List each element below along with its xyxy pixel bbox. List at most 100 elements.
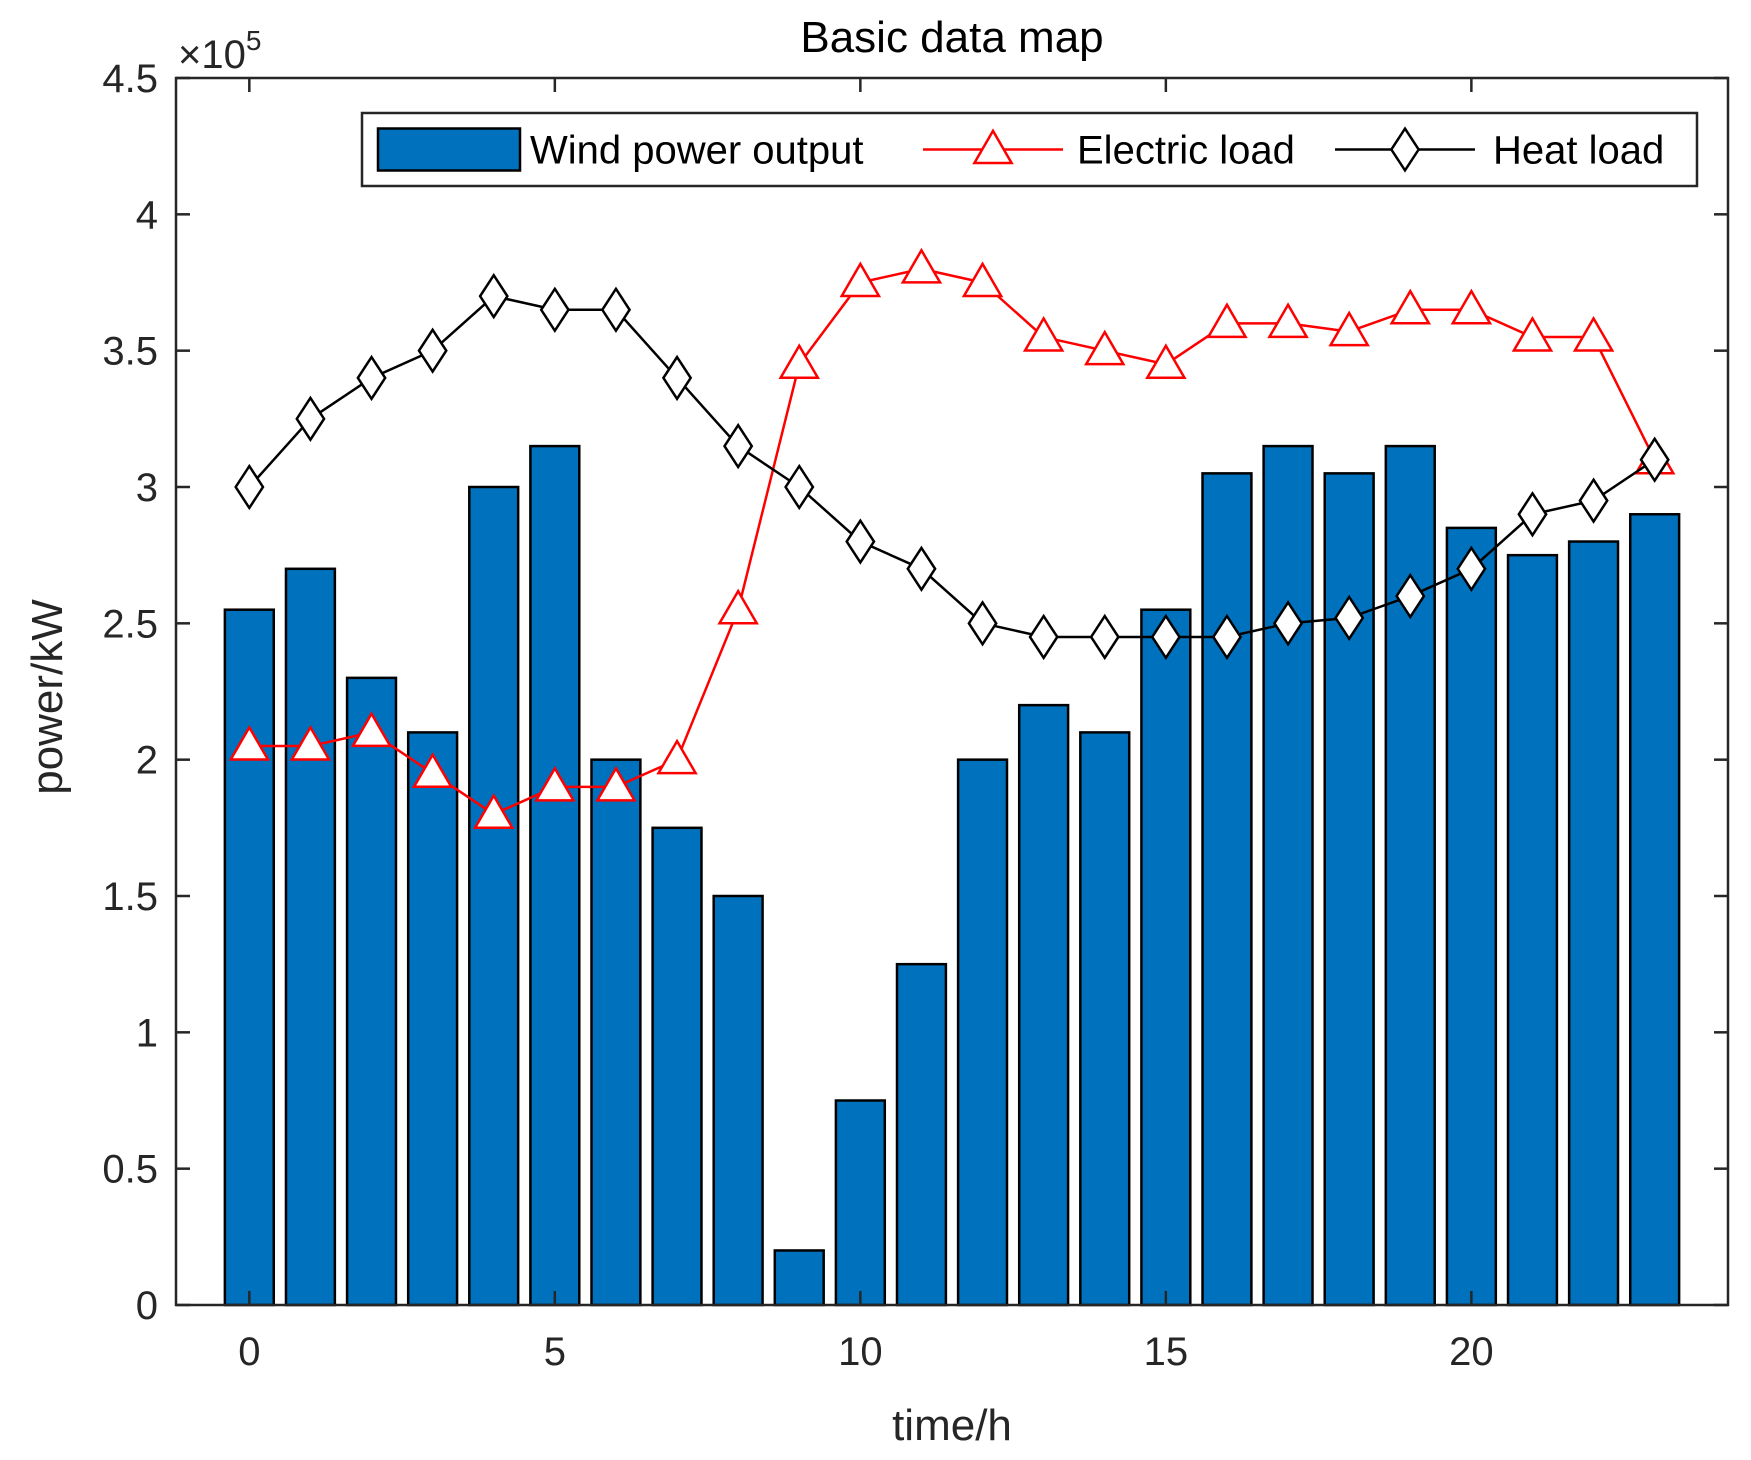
marker-electric-load-14: [1083, 329, 1126, 366]
bar-wind-power-16: [1201, 472, 1253, 1307]
marker-heat-load-23: [1639, 436, 1670, 483]
marker-electric-load-6: [595, 765, 637, 802]
y-tick-label-8: 4: [136, 193, 158, 237]
y-multiplier-base: ×10: [178, 33, 246, 77]
text-layer: Basic data map time/h power/kW ×105 0 5 10…: [23, 13, 1494, 1450]
marker-heat-load-9: [784, 463, 815, 511]
bar-wind-power-4: [468, 485, 520, 1307]
y-tick-label-2: 1: [136, 1011, 158, 1055]
bar-wind-power-17: [1262, 444, 1314, 1307]
bar-wind-power-20: [1445, 526, 1498, 1307]
y-tick-label-9: 4.5: [102, 57, 158, 101]
marker-heat-load-16: [1211, 613, 1243, 661]
marker-heat-load-8: [723, 422, 754, 470]
marker-electric-load-17: [1267, 302, 1309, 339]
y-tick-label-0: 0: [136, 1284, 158, 1328]
legend: Wind power output Electric load Heat load: [360, 111, 1699, 188]
marker-electric-load-16: [1206, 302, 1248, 339]
marker-electric-load-7: [656, 738, 698, 775]
y-tick-label-1: 0.5: [102, 1148, 158, 1192]
plot-frame: [174, 76, 1730, 1307]
y-axis-multiplier: ×105: [178, 25, 261, 77]
bar-wind-power-23: [1628, 513, 1681, 1307]
bar-wind-power-22: [1567, 540, 1620, 1307]
marker-heat-load-3: [417, 327, 448, 374]
marker-electric-load-10: [839, 261, 882, 298]
lines-layer: [228, 247, 1676, 829]
legend-marker-heat-load: [1389, 126, 1421, 173]
y-tick-label-3: 1.5: [102, 875, 158, 919]
y-tick-label-6: 3: [136, 466, 158, 510]
x-tick-label-0: 0: [238, 1330, 260, 1374]
bar-wind-power-2: [345, 676, 398, 1307]
marker-heat-load-17: [1272, 600, 1304, 647]
marker-heat-load-20: [1456, 545, 1487, 592]
bar-wind-power-7: [651, 826, 703, 1307]
bar-wind-power-8: [712, 894, 764, 1307]
bar-wind-power-0: [223, 608, 276, 1307]
marker-electric-load-5: [534, 765, 576, 802]
marker-heat-load-19: [1395, 572, 1426, 620]
marker-electric-load-9: [778, 343, 821, 380]
bar-wind-power-6: [590, 758, 642, 1307]
marker-electric-load-20: [1450, 288, 1493, 325]
marker-heat-load-11: [906, 545, 937, 592]
x-tick-label-10: 10: [838, 1330, 883, 1374]
marker-electric-load-18: [1328, 310, 1370, 347]
marker-heat-load-6: [600, 286, 632, 333]
x-axis-title: time/h: [892, 1401, 1012, 1450]
marker-heat-load-21: [1517, 491, 1548, 538]
bar-wind-power-5: [529, 444, 581, 1307]
bar-wind-power-1: [284, 567, 337, 1307]
bar-wind-power-9: [773, 1249, 825, 1307]
marker-heat-load-1: [295, 395, 326, 443]
bars-layer: [223, 444, 1681, 1307]
marker-electric-load-13: [1022, 315, 1065, 352]
bar-wind-power-13: [1017, 703, 1070, 1307]
legend-label-electric-load: Electric load: [1077, 129, 1295, 173]
marker-electric-load-2: [350, 711, 393, 748]
y-tick-label-4: 2: [136, 739, 158, 783]
marker-electric-load-19: [1389, 288, 1432, 325]
y-tick-label-5: 2.5: [102, 602, 158, 646]
marker-heat-load-18: [1334, 594, 1365, 642]
marker-electric-load-21: [1511, 315, 1554, 352]
bar-wind-power-21: [1506, 553, 1559, 1307]
marker-heat-load-2: [356, 354, 387, 402]
marker-electric-load-15: [1145, 343, 1187, 380]
marker-heat-load-4: [478, 272, 509, 320]
bar-wind-power-12: [956, 758, 1009, 1307]
x-tick-label-15: 15: [1144, 1330, 1189, 1374]
marker-electric-load-0: [228, 724, 271, 761]
legend-label-heat-load: Heat load: [1493, 129, 1664, 173]
y-axis-title: power/kW: [23, 599, 72, 795]
legend-marker-electric-load: [972, 128, 1014, 165]
marker-electric-load-3: [411, 752, 454, 789]
axes-layer: [174, 76, 1730, 1307]
bar-wind-power-3: [406, 731, 459, 1307]
bar-wind-power-15: [1140, 608, 1192, 1307]
marker-heat-load-22: [1578, 477, 1609, 524]
marker-heat-load-10: [845, 518, 876, 565]
legend-label-wind-power-output: Wind power output: [530, 129, 864, 173]
y-tick-label-7: 3.5: [102, 330, 158, 374]
marker-heat-load-0: [234, 463, 265, 511]
marker-heat-load-15: [1150, 613, 1181, 661]
marker-electric-load-8: [717, 588, 759, 625]
marker-heat-load-7: [661, 354, 693, 402]
bar-wind-power-14: [1079, 731, 1131, 1307]
legend-swatch-wind-power-output: [376, 127, 522, 172]
marker-heat-load-5: [539, 286, 570, 333]
marker-electric-load-22: [1572, 315, 1615, 352]
marker-electric-load-4: [472, 793, 515, 829]
chart-title: Basic data map: [800, 13, 1103, 62]
marker-heat-load-13: [1028, 613, 1059, 661]
marker-electric-load-11: [900, 247, 943, 284]
marker-electric-load-12: [961, 261, 1004, 298]
x-tick-label-20: 20: [1449, 1330, 1494, 1374]
marker-electric-load-1: [289, 724, 332, 761]
y-multiplier-exponent: 5: [246, 25, 262, 56]
marker-heat-load-14: [1089, 613, 1120, 661]
bar-wind-power-11: [895, 962, 948, 1307]
